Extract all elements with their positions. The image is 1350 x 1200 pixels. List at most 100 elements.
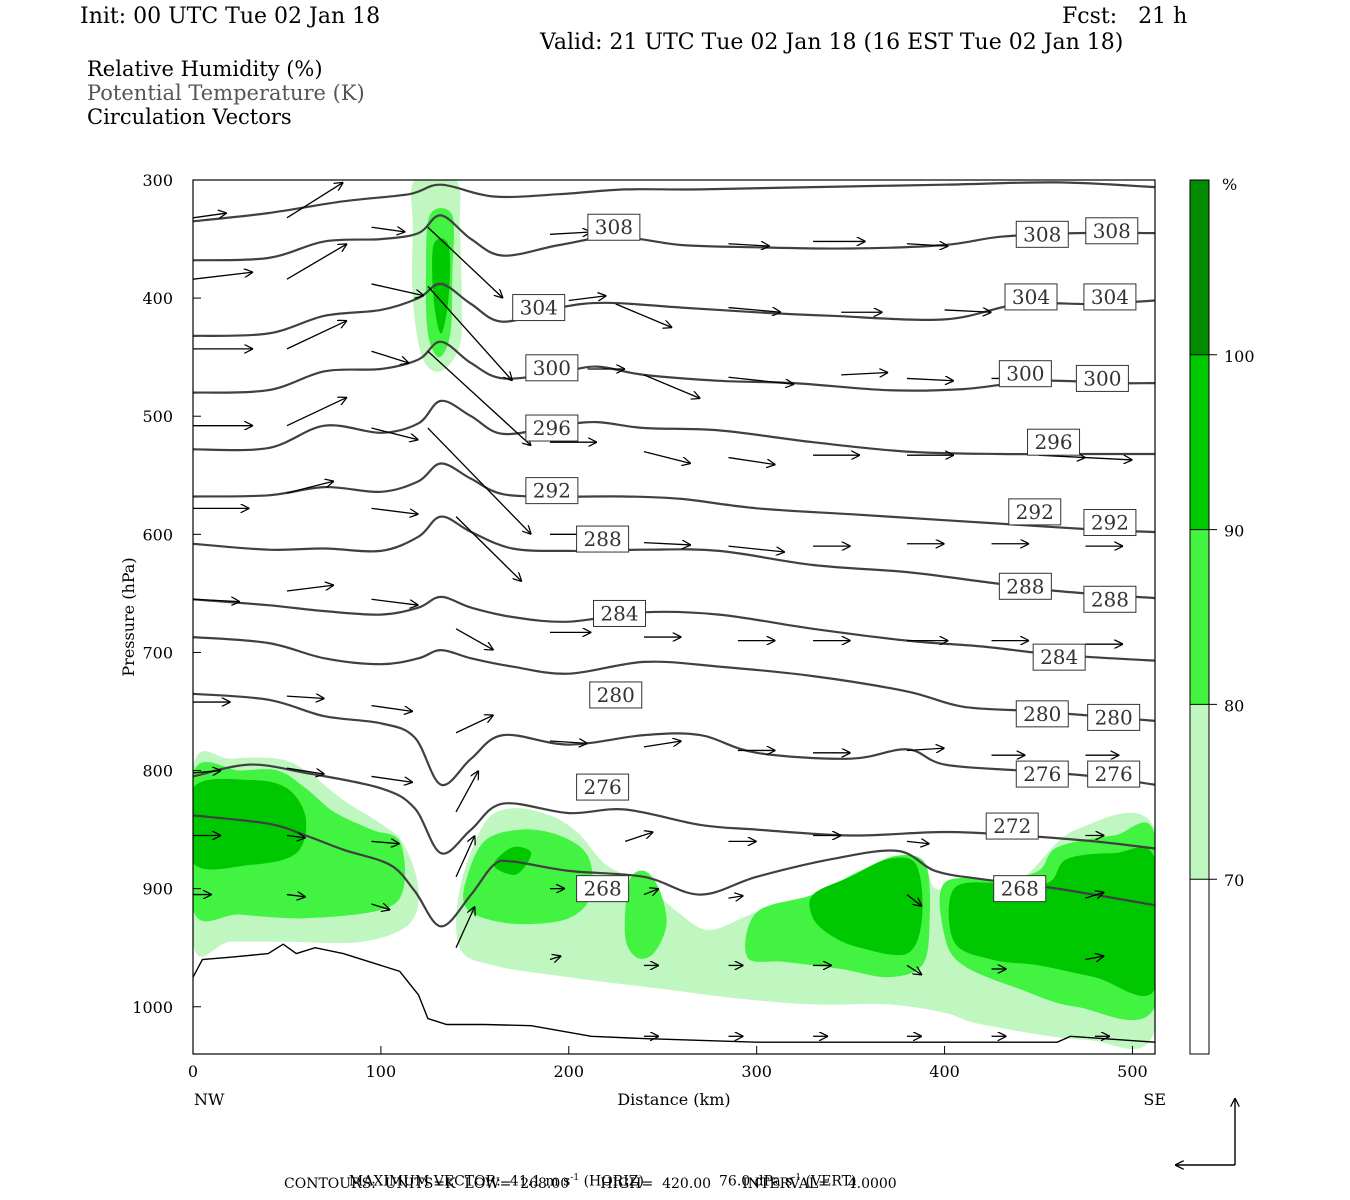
theta-label: 268 (993, 875, 1047, 903)
vector-arrow (371, 598, 418, 605)
theta-label: 296 (1027, 428, 1081, 456)
vector-arrow (427, 427, 531, 534)
vector-arrow (286, 397, 347, 427)
rh-area-80 (463, 829, 593, 925)
vector-arrow (455, 516, 522, 582)
vector-arrow (371, 427, 418, 440)
colorbar-label: 100 (1224, 347, 1255, 366)
theta-labels: 308 308 308 304 304 304 300 300 300 296 296 292 292 2… (512, 213, 1141, 903)
y-tick-label: 800 (142, 762, 173, 781)
rh-area-90 (809, 857, 923, 956)
theta-label-box (525, 414, 579, 442)
theta-label-text: 268 (1001, 877, 1039, 901)
theta-label: 300 (998, 360, 1052, 388)
theta-label: 288 (998, 572, 1052, 600)
theta-label-box (1087, 760, 1141, 788)
forecast-hour: Fcst: 21 h (1062, 4, 1188, 29)
theta-label-text: 276 (584, 775, 622, 799)
terrain-path (193, 943, 1155, 1043)
theta-label-text: 308 (595, 215, 633, 239)
vector-arrow (371, 350, 409, 363)
theta-label-text: 288 (584, 527, 622, 551)
theta-label-text: 300 (533, 356, 571, 380)
theta-label-text: 280 (1095, 705, 1133, 729)
theta-line-300 (193, 282, 1155, 337)
colorbar-frame (1189, 179, 1210, 1055)
vector-arrow (1085, 892, 1104, 898)
theta-label: 296 (525, 414, 579, 442)
rh-area-90 (193, 778, 307, 870)
x-end-label-nw: NW (194, 1090, 225, 1109)
vector-arrow (944, 310, 992, 312)
vector-arrow (643, 741, 682, 748)
vector-arrow (728, 545, 784, 552)
vector-arrow (455, 836, 475, 878)
theta-label-box (587, 213, 641, 241)
theta-line-308 (193, 181, 1155, 223)
vector-arrow (286, 895, 306, 897)
theta-label-text: 296 (533, 416, 571, 440)
x-tick-label: 200 (554, 1062, 585, 1081)
legend-rh: Relative Humidity (%) (87, 57, 323, 81)
vector-arrow (455, 771, 479, 813)
theta-contours (193, 181, 1155, 928)
theta-label-box (1008, 498, 1062, 526)
theta-label-text: 308 (1093, 219, 1131, 243)
theta-label: 276 (1087, 760, 1141, 788)
colorbar-label: 70 (1224, 871, 1244, 890)
vector-arrow (286, 767, 325, 774)
theta-label-box (998, 572, 1052, 600)
theta-label-box (1083, 283, 1137, 311)
theta-label: 300 (525, 354, 579, 382)
theta-label-text: 284 (1040, 645, 1078, 669)
colorbar: % 100 90 80 70 (1189, 175, 1255, 1055)
theta-label-text: 304 (1012, 285, 1050, 309)
theta-label-text: 304 (520, 296, 558, 320)
theta-line-272 (193, 692, 1155, 787)
x-tick-label: 0 (188, 1062, 198, 1081)
vector-arrow (906, 244, 948, 246)
vector-arrow (906, 378, 954, 380)
theta-label-box (525, 477, 579, 505)
vector-arrow (615, 303, 672, 328)
theta-line-280 (193, 595, 1155, 662)
theta-label-box (1083, 509, 1137, 537)
vector-arrow (568, 296, 607, 301)
theta-line-296 (193, 340, 1155, 394)
theta-label-text: 268 (584, 877, 622, 901)
theta-label-box (1015, 220, 1069, 248)
theta-label-box (993, 875, 1047, 903)
vector-arrow (1085, 458, 1132, 460)
vector-arrow (427, 350, 531, 445)
theta-label-box (1075, 364, 1129, 392)
vector-arrow (549, 956, 561, 960)
vector-arrow (728, 896, 743, 898)
y-tick-label: 1000 (132, 998, 173, 1017)
axes: Distance (km) Pressure (hPa) NW SE 0 100 2… (119, 171, 1166, 1109)
theta-label-box (1027, 428, 1081, 456)
colorbar-segment (1190, 879, 1209, 1054)
plot-frame (192, 179, 1156, 1055)
theta-label-text: 288 (1091, 587, 1129, 611)
theta-label-box (576, 773, 630, 801)
vector-arrow (286, 585, 334, 592)
vector-arrow (371, 904, 390, 910)
theta-label-box (512, 294, 566, 322)
x-tick-label: 300 (741, 1062, 772, 1081)
theta-label: 292 (1008, 498, 1062, 526)
theta-label: 276 (1015, 760, 1069, 788)
vector-scale-icon (1175, 1098, 1235, 1165)
theta-label: 308 (1015, 220, 1069, 248)
vector-arrow (193, 771, 221, 773)
theta-label: 304 (512, 294, 566, 322)
theta-label: 304 (1083, 283, 1137, 311)
vector-arrow (371, 841, 399, 843)
theta-label: 272 (985, 812, 1039, 840)
theta-label: 280 (1015, 700, 1069, 728)
vector-arrow (906, 748, 945, 750)
vector-arrow (549, 741, 588, 743)
vector-arrow (286, 481, 334, 494)
vector-arrow (371, 283, 424, 296)
theta-label: 292 (525, 477, 579, 505)
